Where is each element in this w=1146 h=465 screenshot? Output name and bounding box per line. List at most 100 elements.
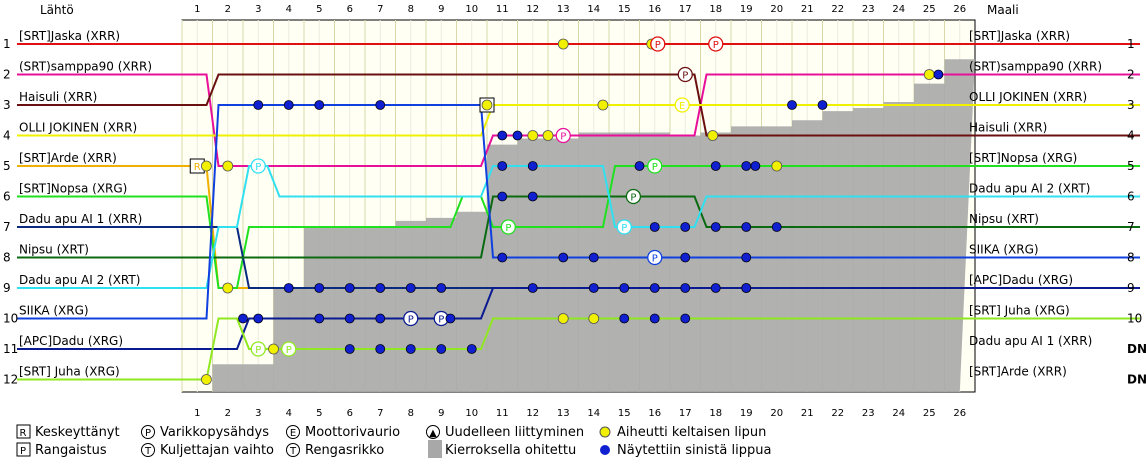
blue-flag-marker (649, 283, 660, 293)
lap-tick-top: 2 (225, 4, 231, 15)
lap-tick-top: 18 (709, 4, 722, 15)
blue-flag-marker (497, 252, 508, 263)
start-label: [SRT]Nopsa (XRG) (19, 182, 127, 196)
blue-flag-marker (314, 100, 325, 110)
blue-flag-marker (680, 313, 691, 324)
blue-flag-marker (375, 313, 386, 324)
lap-tick-top: 19 (740, 4, 753, 15)
legend-lapped-box (428, 440, 442, 458)
pit-marker (647, 158, 663, 174)
marker-letter: P (682, 71, 688, 82)
pit-marker (555, 127, 571, 144)
position-tick: 11 (3, 342, 18, 356)
legend-symbol-letter: T (289, 446, 297, 457)
blue-flag-marker (375, 344, 386, 354)
legend-label: Kuljettajan vaihto (160, 443, 274, 458)
lap-tick-top: 15 (618, 4, 631, 15)
yellow-flag-marker (200, 160, 212, 172)
lap-tick-top: 26 (953, 4, 966, 15)
blue-flag-marker (253, 313, 264, 324)
legend-symbol (16, 442, 31, 457)
pit-marker (647, 249, 663, 266)
blue-flag-marker (527, 191, 538, 202)
marker-letter: P (713, 40, 719, 51)
finish-label: [SRT]Jaska (XRR) (969, 29, 1070, 43)
yellow-flag-marker (771, 160, 783, 172)
blue-flag-marker (634, 161, 645, 171)
blue-flag-marker (283, 283, 294, 293)
lap-tick-bottom: 21 (801, 408, 814, 419)
blue-flag-marker (741, 283, 752, 293)
lap-tick-bottom: 23 (862, 408, 875, 419)
position-tick: 8 (3, 251, 11, 265)
lap-tick-top: 23 (862, 4, 875, 15)
blue-flag-marker (787, 100, 797, 110)
lap-tick-bottom: 24 (892, 408, 905, 419)
legend-symbol-letter: ▲ (429, 428, 437, 439)
lap-tick-bottom: 11 (496, 408, 509, 419)
yellow-flag-marker (923, 69, 935, 80)
position-tick: 7 (3, 220, 11, 234)
series-line (17, 104, 1140, 137)
header-left: Lähtö (40, 3, 74, 17)
legend-label: Uudelleen liittyminen (445, 425, 584, 440)
pit-marker (250, 341, 266, 357)
blue-flag-marker (649, 222, 660, 232)
finish-label: Dadu apu AI 2 (XRT) (969, 182, 1090, 196)
blue-flag-marker (436, 283, 447, 293)
legend-blue-dot (600, 445, 610, 455)
yellow-flag-marker (481, 99, 493, 111)
blue-flag-marker (771, 222, 782, 232)
marker-letter: P (255, 345, 261, 356)
lap-tick-top: 24 (892, 4, 905, 15)
lap-tick-bottom: 14 (587, 408, 600, 419)
blue-flag-marker (375, 100, 386, 110)
blue-flag-marker (283, 100, 294, 110)
blue-flag-marker (680, 283, 691, 293)
finish-position: 8 (1127, 251, 1135, 265)
blue-flag-marker (344, 283, 355, 293)
blue-flag-marker (375, 283, 386, 293)
axis-labels: 1122334455667788991010111112121313141415… (3, 4, 1146, 419)
marker-letter: P (655, 40, 661, 51)
finish-position: 4 (1127, 129, 1135, 143)
legend-symbol-letter: E (290, 428, 296, 439)
lap-tick-top: 13 (557, 4, 570, 15)
lap-tick-bottom: 10 (465, 408, 478, 419)
legend-label: Varikkopysähdys (160, 425, 269, 440)
pit-marker (403, 310, 419, 327)
lap-tick-bottom: 20 (770, 408, 783, 419)
start-label: Dadu apu AI 1 (XRR) (19, 212, 142, 226)
blue-flag-marker (680, 252, 691, 263)
yellow-flag-marker (268, 343, 279, 355)
blue-flag-marker (588, 283, 599, 293)
lap-tick-top: 9 (438, 4, 444, 15)
legend-symbol (16, 424, 31, 439)
lap-tick-bottom: 7 (377, 408, 383, 419)
start-label: [SRT]Arde (XRR) (19, 151, 117, 165)
series-line (17, 165, 1140, 289)
blue-flag-marker (405, 344, 416, 354)
lap-tick-bottom: 4 (286, 408, 292, 419)
blue-flag-marker (649, 313, 660, 324)
lap-tick-top: 3 (255, 4, 261, 15)
yellow-flag-marker (588, 313, 600, 324)
yellow-flag-marker (222, 282, 234, 294)
finish-label: Dadu apu AI 1 (XRR) (969, 334, 1092, 348)
blue-flag-marker (238, 313, 248, 324)
lap-tick-bottom: 6 (347, 408, 353, 419)
lap-tick-bottom: 19 (740, 408, 753, 419)
blue-flag-marker (405, 283, 416, 293)
legend-symbol-letter: P (145, 428, 151, 439)
yellow-flag-marker (597, 99, 609, 111)
start-label: OLLI JOKINEN (XRR) (19, 121, 137, 135)
marker-letter: R (194, 162, 201, 173)
driver-lines (17, 43, 1140, 381)
lap-tick-bottom: 9 (438, 408, 444, 419)
blue-flag-marker (710, 161, 721, 171)
legend-symbol (286, 443, 300, 457)
lap-tick-top: 7 (377, 4, 383, 15)
lap-tick-top: 1 (194, 4, 200, 15)
legend-symbol-letter: T (144, 446, 152, 457)
